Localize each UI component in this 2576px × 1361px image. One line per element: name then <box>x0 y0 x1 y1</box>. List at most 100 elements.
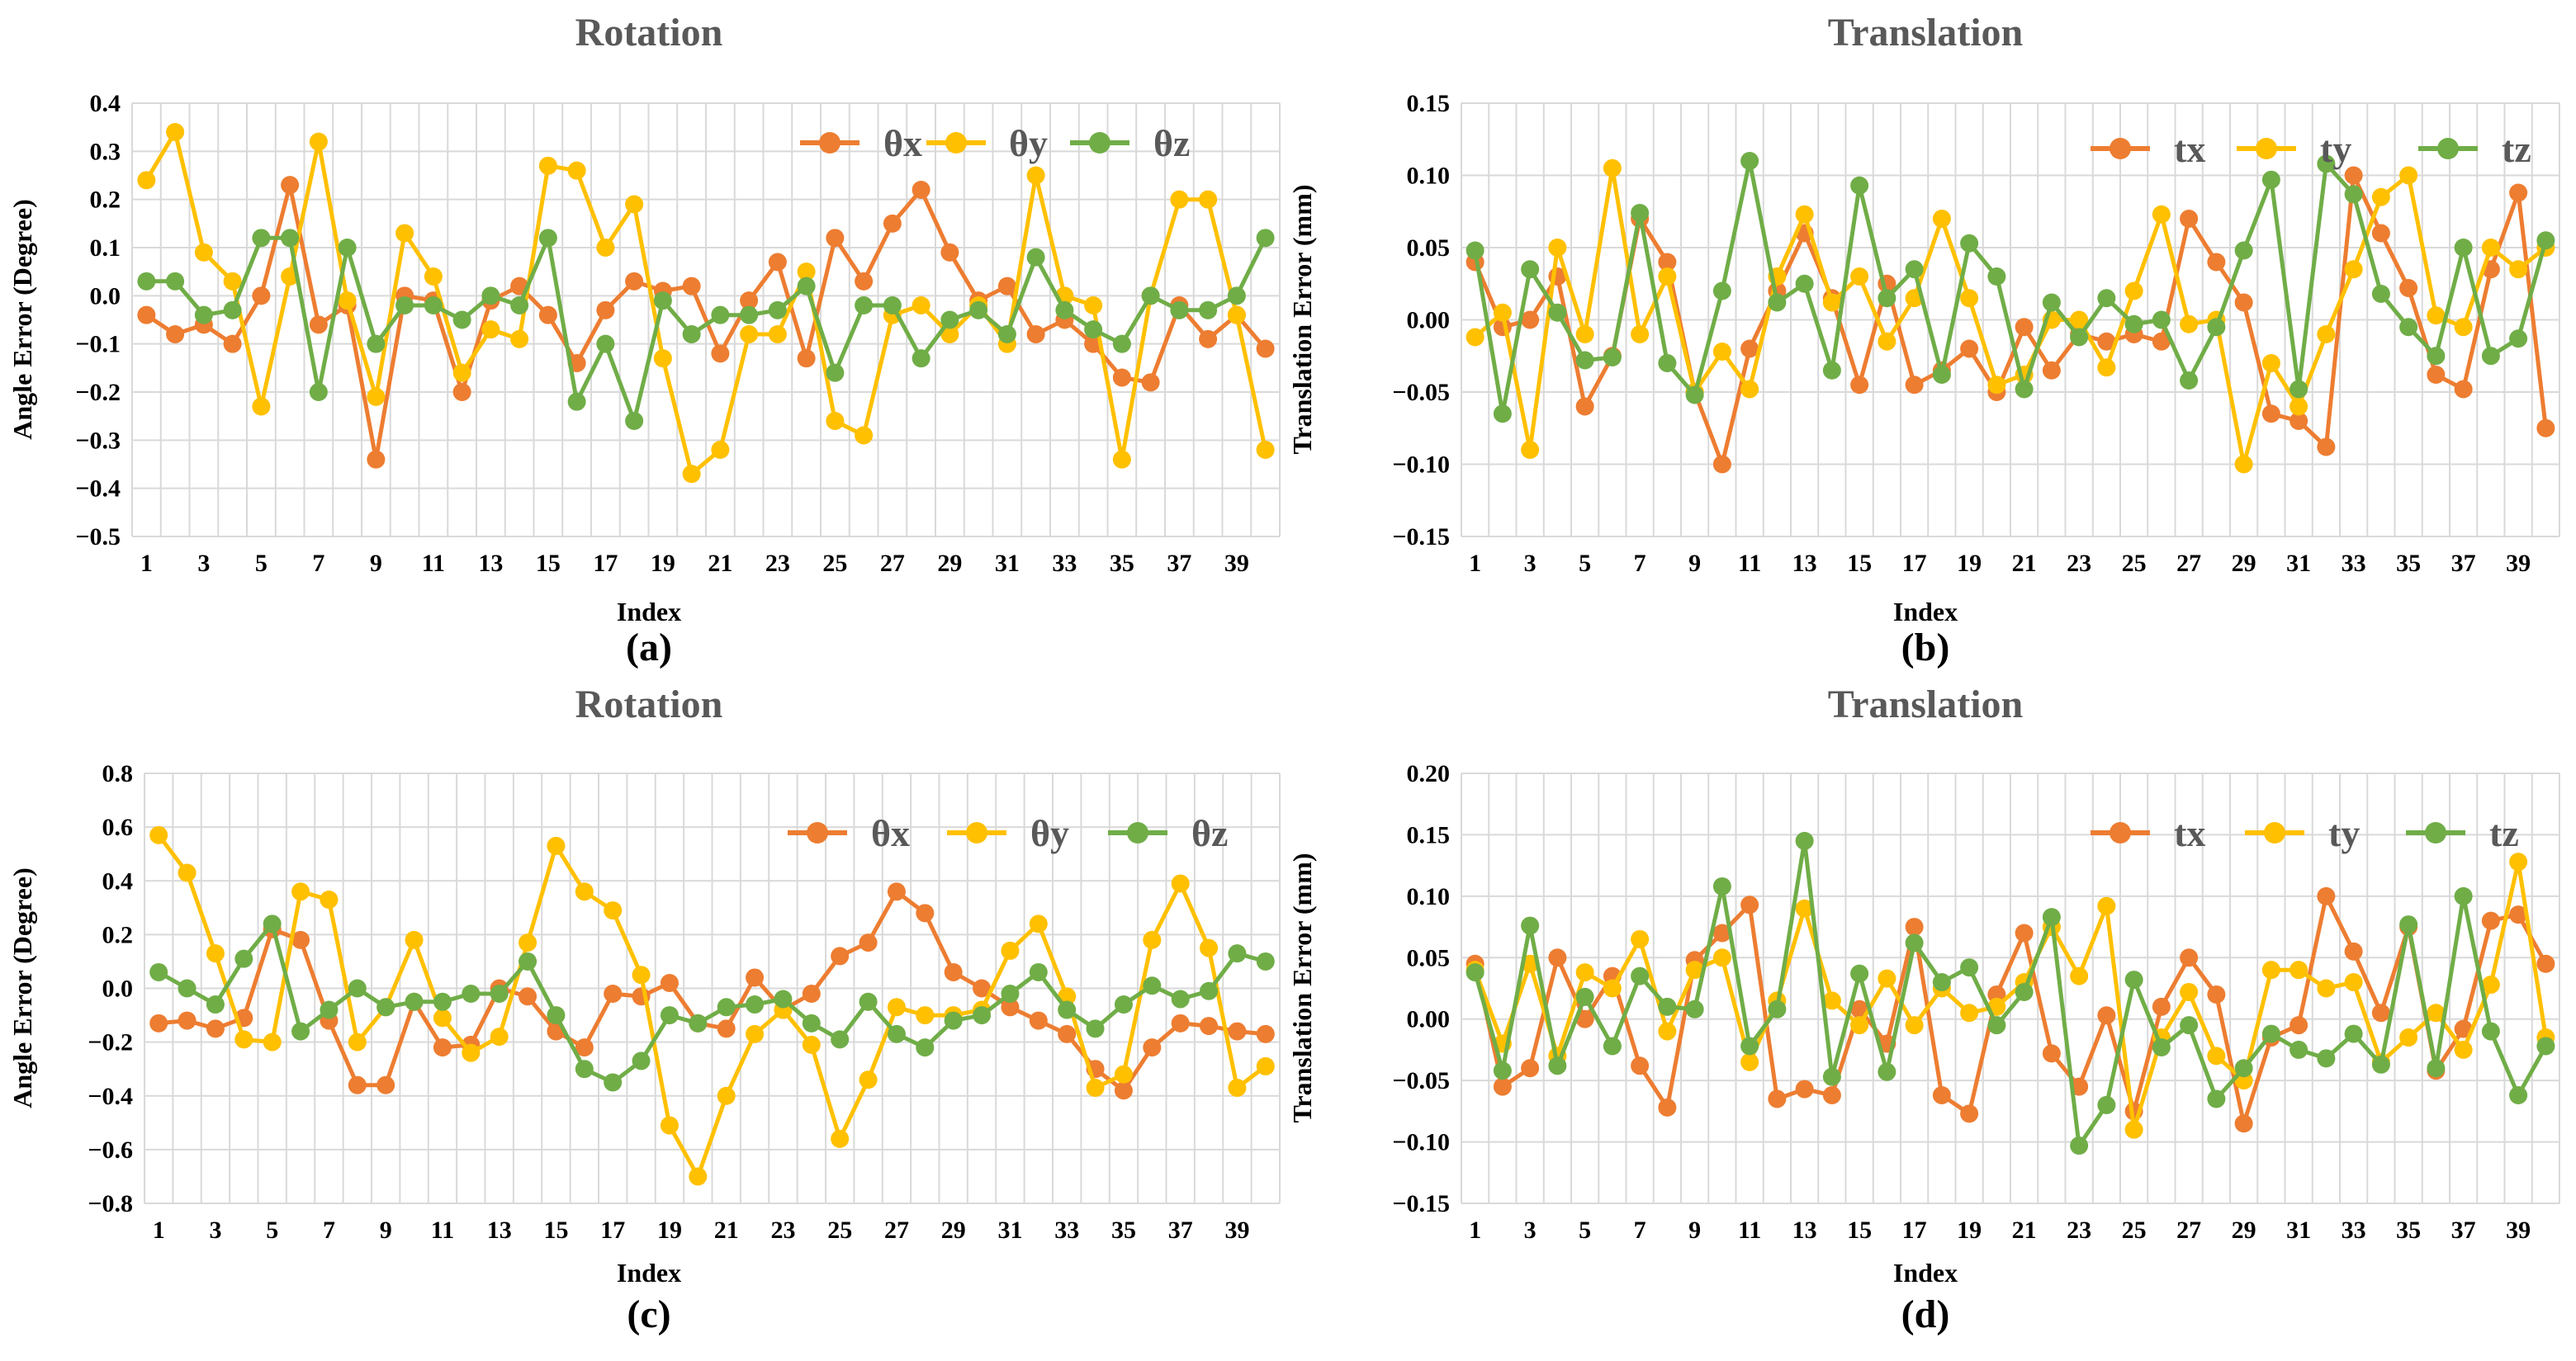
data-point <box>1143 930 1162 949</box>
data-point <box>223 272 242 291</box>
x-tick-label: 15 <box>1847 1217 1872 1244</box>
data-point <box>826 363 845 382</box>
series-line <box>1473 173 2548 466</box>
x-tick-label: 39 <box>1224 1217 1249 1244</box>
data-point <box>855 296 874 314</box>
data-point <box>1575 351 1594 370</box>
x-tick-label: 11 <box>1738 550 1761 577</box>
data-point <box>682 465 701 484</box>
data-point <box>1114 1081 1133 1100</box>
data-point <box>1227 286 1246 305</box>
series-line <box>1473 166 2547 466</box>
data-point <box>519 952 537 971</box>
x-tick-label: 9 <box>1688 550 1701 577</box>
x-tick-labels: 1 3 5 7 9 11 13 15 17 19 21 23 25 27 29 31 33 35 37 39 <box>153 1217 1250 1244</box>
data-point <box>1575 397 1594 416</box>
data-point <box>1114 1065 1133 1084</box>
data-point <box>338 239 357 257</box>
series-line <box>1473 158 2548 416</box>
data-point <box>2290 397 2308 416</box>
chart-title: Rotation <box>575 11 723 54</box>
data-point <box>2427 366 2446 384</box>
data-point <box>2152 997 2171 1016</box>
data-point <box>452 363 471 382</box>
data-point <box>1960 289 1979 308</box>
data-point <box>1521 260 1540 279</box>
data-point <box>2124 1120 2143 1139</box>
x-tick-label: 17 <box>1902 550 1927 577</box>
data-point <box>2371 1004 2390 1023</box>
legend-swatch-marker <box>807 822 828 844</box>
data-point <box>2399 318 2418 337</box>
data-point <box>206 995 225 1014</box>
data-point <box>2371 1055 2390 1074</box>
x-tick-labels: 1 3 5 7 9 11 13 15 17 19 21 23 25 27 29 31 33 35 37 39 <box>1469 1217 2531 1244</box>
x-axis-label: Index <box>617 1258 681 1288</box>
data-point <box>1171 1014 1190 1033</box>
data-point <box>462 1043 481 1062</box>
data-point <box>1026 166 1045 185</box>
data-point <box>1575 1009 1594 1028</box>
data-point <box>281 229 300 248</box>
x-tick-label: 5 <box>1579 550 1591 577</box>
data-point <box>575 1038 594 1057</box>
x-tick-label: 5 <box>266 1217 278 1244</box>
data-point <box>2042 293 2061 312</box>
data-point <box>1170 190 1189 209</box>
data-point <box>567 161 586 180</box>
data-point <box>746 995 765 1014</box>
data-point <box>194 243 213 262</box>
data-point <box>859 992 878 1011</box>
x-tick-label: 25 <box>2122 1217 2147 1244</box>
data-point <box>2427 306 2446 325</box>
data-point <box>2344 166 2363 185</box>
chart-title: Translation <box>1828 11 2023 54</box>
data-point <box>309 315 328 334</box>
data-point <box>1228 1022 1247 1041</box>
x-tick-label: 27 <box>884 1217 909 1244</box>
data-point <box>149 1014 168 1033</box>
y-tick-label: 0.8 <box>102 760 134 787</box>
data-point <box>625 412 644 430</box>
data-point <box>1603 1037 1622 1056</box>
x-tick-label: 31 <box>995 550 1020 577</box>
x-tick-label: 9 <box>370 550 382 577</box>
data-point <box>2261 1024 2280 1043</box>
data-point <box>1227 305 1246 324</box>
data-point <box>1493 1077 1512 1096</box>
series-1 <box>149 825 1275 1186</box>
data-point <box>137 171 156 190</box>
data-point <box>859 1070 878 1089</box>
data-point <box>1768 293 1787 312</box>
x-tick-label: 3 <box>209 1217 221 1244</box>
data-point <box>1256 229 1275 248</box>
x-tick-label: 1 <box>1469 550 1481 577</box>
data-point <box>689 1014 708 1033</box>
data-point <box>1712 877 1731 896</box>
legend: θx θy θz <box>800 122 1190 164</box>
y-tick-label: 0.4 <box>102 867 134 895</box>
data-point <box>1466 963 1485 982</box>
data-point <box>1740 896 1759 914</box>
data-point <box>2481 911 2500 930</box>
y-tick-label: −0.05 <box>1392 1067 1450 1094</box>
data-point <box>367 334 386 353</box>
data-point <box>194 305 213 324</box>
y-tick-label: −0.05 <box>1392 379 1450 406</box>
y-tick-label: −0.4 <box>88 1083 133 1110</box>
data-point <box>1548 303 1567 322</box>
x-tick-label: 33 <box>2342 550 2366 577</box>
series-1 <box>137 123 1275 484</box>
data-point <box>1905 1016 1924 1035</box>
legend: θx θy θz <box>788 812 1228 854</box>
data-point <box>596 239 615 257</box>
data-point <box>2317 437 2336 456</box>
data-point <box>596 300 615 319</box>
data-point <box>452 310 471 329</box>
data-point <box>1143 976 1162 995</box>
data-point <box>2399 915 2418 934</box>
data-point <box>997 325 1016 343</box>
x-tick-label: 9 <box>1688 1217 1701 1244</box>
data-point <box>802 1014 821 1033</box>
